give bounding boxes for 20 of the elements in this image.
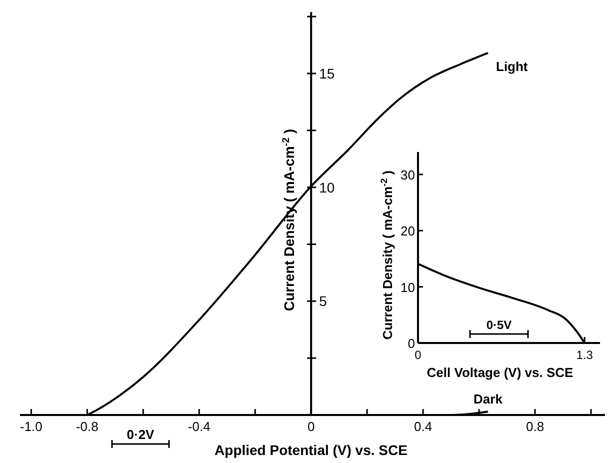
- x-axis-title: Applied Potential (V) vs. SCE: [214, 442, 408, 458]
- y-tick-label: 20: [400, 224, 415, 239]
- x-tick-label: 1.3: [576, 348, 594, 362]
- x-tick-label: -0.4: [188, 419, 210, 434]
- x-tick-label: 0: [307, 419, 315, 434]
- y-tick-label: 10: [400, 280, 415, 295]
- series-label: Light: [496, 58, 528, 74]
- y-tick-label: 30: [400, 167, 415, 182]
- x-tick-label: -1.0: [20, 419, 42, 434]
- x-axis-title: Cell Voltage (V) vs. SCE: [426, 365, 574, 380]
- y-tick-label: 15: [319, 65, 335, 82]
- x-tick-label: 0.4: [414, 419, 432, 434]
- x-tick-label: 0.8: [526, 419, 544, 434]
- y-tick-label: 10: [319, 179, 335, 196]
- y-tick-label: 5: [319, 293, 328, 310]
- x-tick-label: -0.8: [76, 419, 98, 434]
- series-label: Dark: [474, 392, 504, 407]
- text: 0·2V: [126, 427, 155, 442]
- y-tick-label: 0: [408, 336, 415, 351]
- annotation: 0·5V: [486, 318, 512, 332]
